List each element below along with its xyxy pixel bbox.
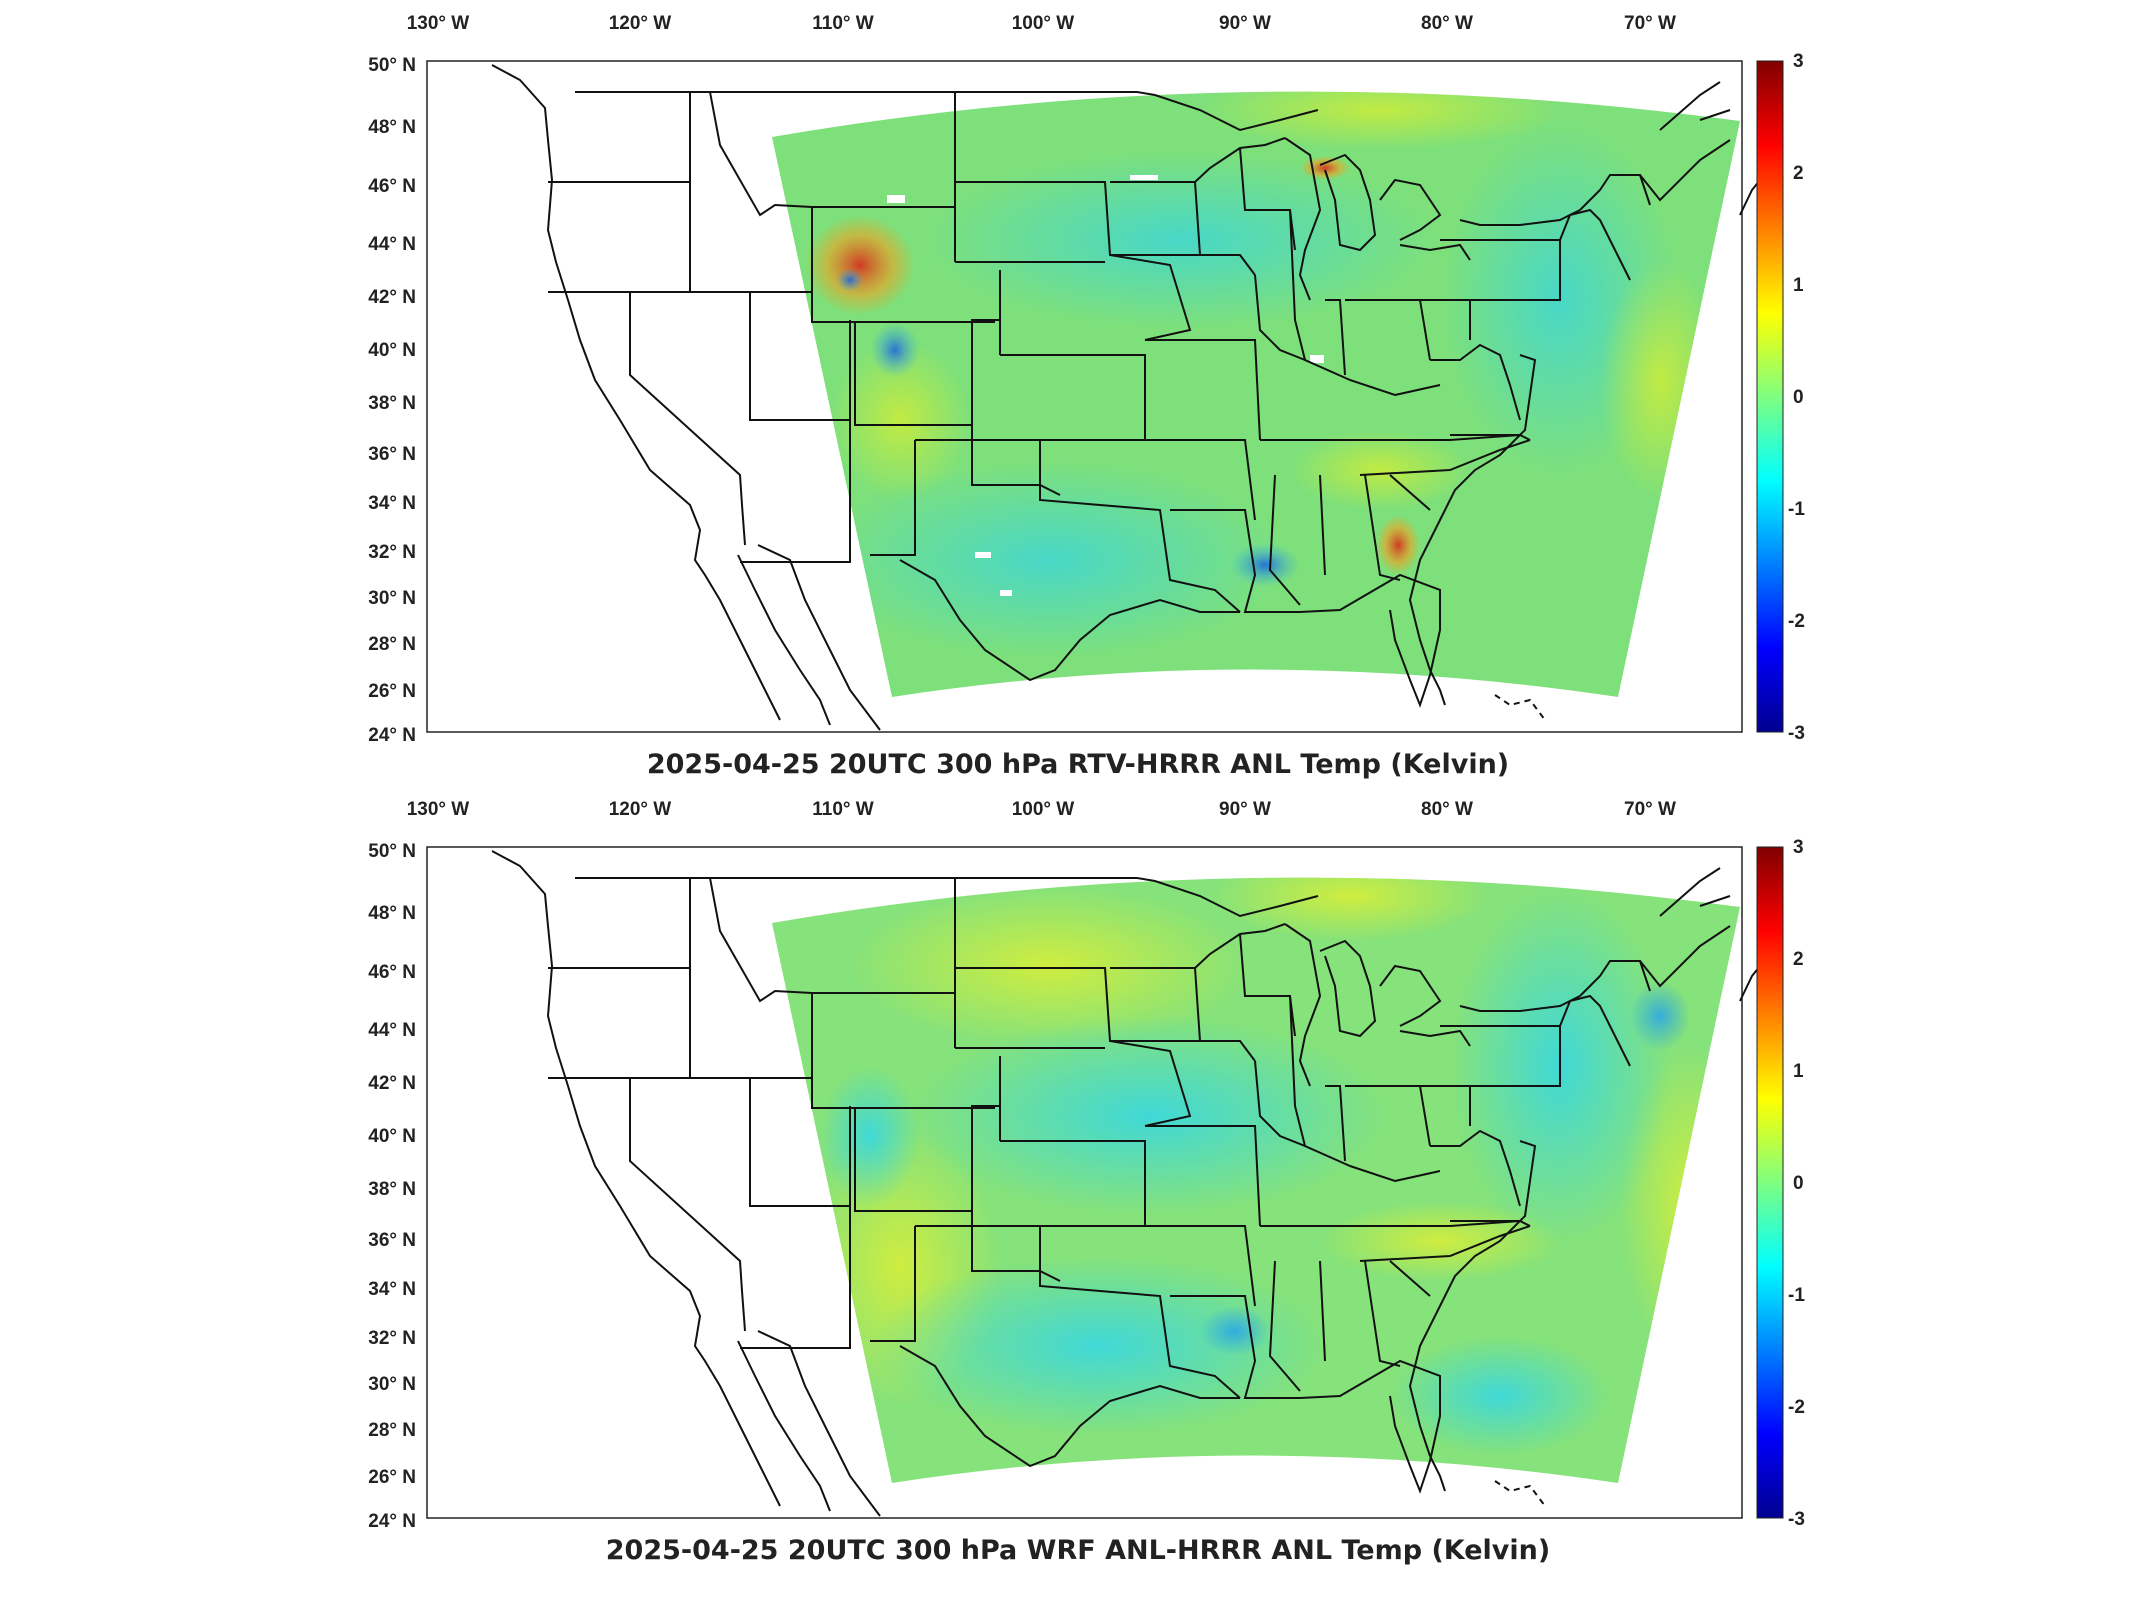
map-figure: 130° W 120° W 110° W 100° W 90° W 80° W … bbox=[368, 13, 1805, 780]
colorbar-tick: 3 bbox=[1793, 837, 1804, 858]
colorbar-tick: -3 bbox=[1788, 723, 1805, 744]
colorbar-tick: -1 bbox=[1788, 499, 1805, 520]
lon-tick: 110° W bbox=[812, 13, 874, 34]
panel-title: 2025-04-25 20UTC 300 hPa WRF ANL-HRRR AN… bbox=[606, 1535, 1550, 1566]
lat-tick: 38° N bbox=[368, 1179, 416, 1200]
lat-tick: 32° N bbox=[368, 542, 416, 563]
panel-title: 2025-04-25 20UTC 300 hPa RTV-HRRR ANL Te… bbox=[647, 749, 1509, 780]
lat-tick: 36° N bbox=[368, 444, 416, 465]
lon-tick: 120° W bbox=[609, 799, 672, 820]
colorbar-tick: 3 bbox=[1793, 51, 1804, 72]
lon-tick: 130° W bbox=[407, 13, 470, 34]
lon-tick: 70° W bbox=[1624, 799, 1676, 820]
latitude-ticks: 50° N 48° N 46° N 44° N 42° N 40° N 38° … bbox=[368, 841, 416, 1532]
lat-tick: 50° N bbox=[368, 841, 416, 862]
temperature-field bbox=[772, 877, 1740, 1483]
longitude-ticks: 130° W 120° W 110° W 100° W 90° W 80° W … bbox=[407, 13, 1676, 34]
lat-tick: 32° N bbox=[368, 1328, 416, 1349]
lon-tick: 100° W bbox=[1012, 13, 1075, 34]
colorbar-tick: 0 bbox=[1793, 387, 1804, 408]
lat-tick: 46° N bbox=[368, 962, 416, 983]
panel-bottom: 130° W 120° W 110° W 100° W 90° W 80° W … bbox=[0, 786, 2133, 1586]
lon-tick: 90° W bbox=[1219, 13, 1271, 34]
lon-tick: 120° W bbox=[609, 13, 672, 34]
colorbar-tick: -2 bbox=[1788, 611, 1805, 632]
lat-tick: 42° N bbox=[368, 1073, 416, 1094]
colorbar-tick: 0 bbox=[1793, 1173, 1804, 1194]
colorbar-tick: -1 bbox=[1788, 1285, 1805, 1306]
colorbar-tick: -3 bbox=[1788, 1509, 1805, 1530]
lat-tick: 34° N bbox=[368, 493, 416, 514]
lat-tick: 38° N bbox=[368, 393, 416, 414]
lat-tick: 28° N bbox=[368, 1420, 416, 1441]
lat-tick: 40° N bbox=[368, 1126, 416, 1147]
map-figure: 130° W 120° W 110° W 100° W 90° W 80° W … bbox=[368, 799, 1805, 1566]
lat-tick: 36° N bbox=[368, 1230, 416, 1251]
state-boundaries bbox=[491, 64, 1761, 731]
lon-tick: 130° W bbox=[407, 799, 470, 820]
lat-tick: 42° N bbox=[368, 287, 416, 308]
panel-top: 130° W 120° W 110° W 100° W 90° W 80° W … bbox=[368, 13, 1805, 780]
colorbar-tick: 1 bbox=[1793, 1061, 1804, 1082]
lon-tick: 110° W bbox=[812, 799, 874, 820]
longitude-ticks: 130° W 120° W 110° W 100° W 90° W 80° W … bbox=[407, 799, 1676, 820]
lat-tick: 48° N bbox=[368, 117, 416, 138]
lat-tick: 34° N bbox=[368, 1279, 416, 1300]
lat-tick: 24° N bbox=[368, 725, 416, 746]
lon-tick: 80° W bbox=[1421, 13, 1473, 34]
lon-tick: 70° W bbox=[1624, 13, 1676, 34]
lon-tick: 100° W bbox=[1012, 799, 1075, 820]
colorbar-tick: -2 bbox=[1788, 1397, 1805, 1418]
lat-tick: 50° N bbox=[368, 55, 416, 76]
lat-tick: 44° N bbox=[368, 234, 416, 255]
colorbar-tick: 1 bbox=[1793, 275, 1804, 296]
lat-tick: 26° N bbox=[368, 681, 416, 702]
colorbar-tick: 2 bbox=[1793, 949, 1804, 970]
lat-tick: 28° N bbox=[368, 634, 416, 655]
lat-tick: 40° N bbox=[368, 340, 416, 361]
lat-tick: 30° N bbox=[368, 588, 416, 609]
lat-tick: 24° N bbox=[368, 1511, 416, 1532]
colorbar: 3 2 1 0 -1 -2 -3 bbox=[1756, 837, 1805, 1530]
colorbar-tick: 2 bbox=[1793, 163, 1804, 184]
lon-tick: 80° W bbox=[1421, 799, 1473, 820]
lat-tick: 30° N bbox=[368, 1374, 416, 1395]
lat-tick: 26° N bbox=[368, 1467, 416, 1488]
lon-tick: 90° W bbox=[1219, 799, 1271, 820]
lat-tick: 44° N bbox=[368, 1020, 416, 1041]
lat-tick: 48° N bbox=[368, 903, 416, 924]
lat-tick: 46° N bbox=[368, 176, 416, 197]
latitude-ticks: 50° N 48° N 46° N 44° N 42° N 40° N 38° … bbox=[368, 55, 416, 746]
temperature-field bbox=[772, 91, 1740, 697]
colorbar: 3 2 1 0 -1 -2 -3 bbox=[1756, 51, 1805, 744]
